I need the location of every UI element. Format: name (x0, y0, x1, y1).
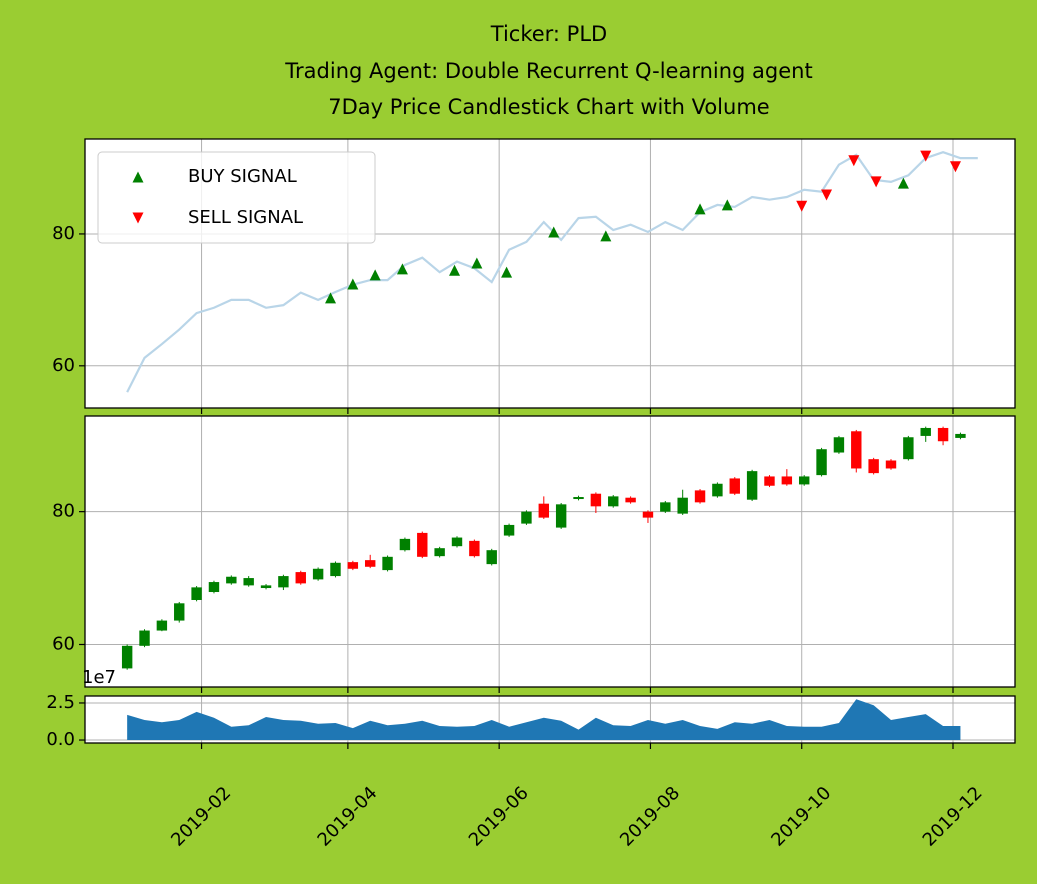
candle-body (937, 427, 949, 442)
candle-body (278, 576, 289, 588)
chart-subtitle: 7Day Price Candlestick Chart with Volume (328, 95, 769, 119)
signal-marker (449, 264, 461, 276)
signal-marker (501, 266, 513, 278)
candle-body (798, 476, 810, 485)
candle-body (764, 476, 775, 486)
candle-body (243, 578, 254, 586)
candle-body (781, 476, 793, 485)
signal-marker (821, 189, 833, 201)
candle-body (364, 560, 376, 567)
candle-body (521, 511, 532, 524)
panel: 60 80 BUY SIGNAL SELL SIGNAL (52, 138, 1016, 414)
candle-body (955, 433, 966, 438)
y-tick-label: 2.5 (46, 692, 75, 713)
panel: 60 80 (52, 415, 1016, 693)
candle-body (920, 427, 931, 436)
legend-marker (132, 212, 144, 224)
signal-marker (548, 226, 560, 238)
candle-body (312, 568, 324, 580)
candle-body (382, 556, 393, 571)
candle-body (868, 459, 879, 474)
signal-marker (347, 278, 359, 290)
axis-offset-label: 1e7 (82, 667, 116, 688)
axes-frame (84, 415, 1016, 688)
signal-marker (369, 269, 381, 281)
legend: BUY SIGNAL SELL SIGNAL (97, 151, 376, 244)
volume-area (127, 699, 961, 741)
signal-marker (471, 257, 483, 269)
signal-marker (325, 292, 337, 304)
candle-body (903, 437, 914, 460)
candle-body (555, 504, 567, 528)
plot (126, 150, 978, 393)
signal-marker (600, 230, 612, 242)
candle-body (712, 483, 723, 497)
signal-marker (721, 199, 733, 211)
candle-body (746, 471, 758, 500)
candle-body (139, 630, 150, 646)
chart-subtitle: Trading Agent: Double Recurrent Q-learni… (284, 59, 812, 83)
signal-marker (694, 203, 706, 215)
candle-body (573, 497, 584, 500)
candle-body (417, 532, 428, 557)
candle-body (503, 524, 515, 536)
candle-body (260, 585, 272, 589)
candle-body (608, 496, 619, 507)
candle-body (816, 449, 827, 476)
candle-body (208, 582, 220, 593)
signal-marker (897, 177, 909, 189)
candle-body (851, 431, 862, 469)
signal-marker (396, 263, 408, 275)
candle-body (694, 490, 706, 503)
legend-box (97, 151, 376, 244)
y-tick-label: 0.0 (46, 729, 75, 750)
candle-body (347, 562, 359, 569)
candle-body (191, 587, 202, 600)
signal-marker (848, 155, 860, 167)
candle-body (226, 576, 237, 584)
legend-marker (132, 171, 144, 183)
candle-body (885, 460, 897, 469)
candle-body (677, 497, 688, 514)
candle-body (295, 572, 306, 584)
candle-body (625, 497, 636, 503)
candle-body (174, 603, 185, 621)
axes-frame (84, 138, 1016, 409)
candle-body (729, 478, 740, 494)
legend-label: BUY SIGNAL (188, 166, 297, 187)
y-tick-label: 60 (52, 633, 75, 654)
candle-body (121, 645, 133, 669)
candle-body (330, 562, 341, 577)
plot-area (85, 416, 1015, 687)
candle-body (833, 437, 845, 453)
signal-marker (796, 200, 808, 212)
signal-marker (870, 176, 882, 188)
candle-body (399, 538, 411, 551)
legend-label: SELL SIGNAL (188, 207, 303, 228)
y-tick-label: 80 (52, 223, 75, 244)
candle-body (538, 503, 550, 518)
signal-marker (920, 150, 932, 162)
candle-body (590, 493, 602, 507)
candle-body (434, 548, 445, 557)
plot (121, 426, 966, 670)
candle-body (642, 511, 654, 518)
axes-frame (84, 695, 1016, 744)
signal-marker (949, 161, 961, 173)
candle-body (469, 540, 480, 557)
chart-title: Ticker: PLD (490, 22, 607, 46)
y-tick-label: 60 (52, 355, 75, 376)
plot (127, 699, 961, 741)
y-tick-label: 80 (52, 501, 75, 522)
candle-body (486, 550, 497, 565)
candle-body (451, 537, 463, 547)
candle-body (660, 502, 671, 512)
candle-body (156, 620, 168, 631)
